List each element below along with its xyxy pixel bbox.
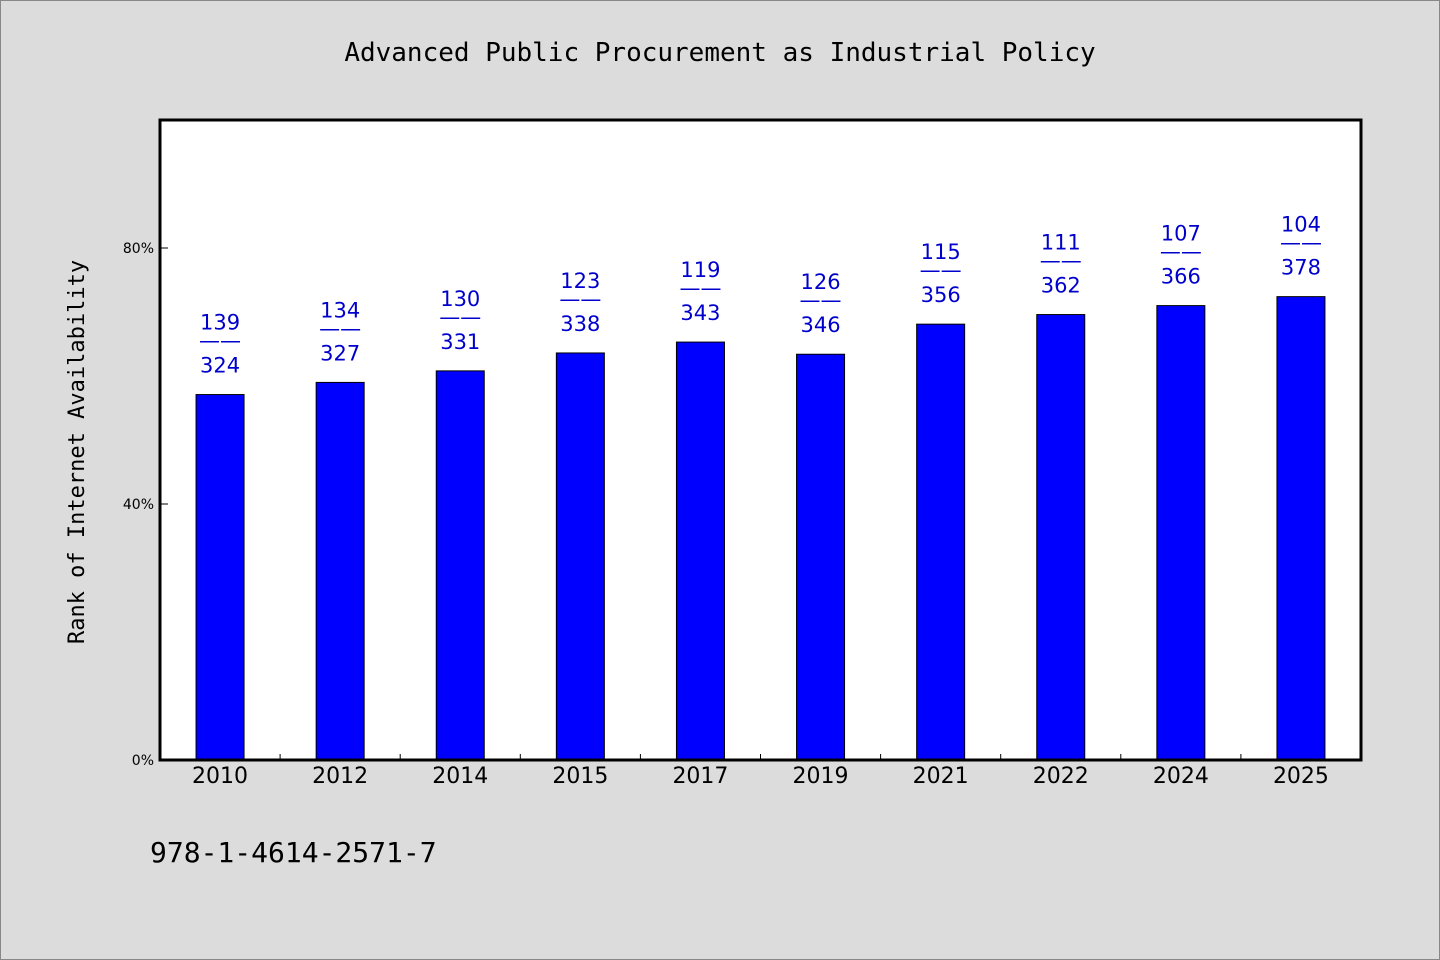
bar [1156, 305, 1206, 761]
data-label-top: 126 [801, 270, 841, 294]
x-tick-label: 2022 [1033, 764, 1089, 789]
data-label-bottom: 346 [801, 313, 841, 337]
x-tick-label: 2019 [793, 764, 849, 789]
data-label-top: 104 [1281, 213, 1321, 237]
bar [555, 352, 605, 761]
bar [315, 381, 365, 761]
x-tick-label: 2015 [552, 764, 608, 789]
bars-group [195, 296, 1326, 761]
y-axis-label: Rank of Internet Availability [65, 260, 90, 644]
data-label-top: 139 [200, 311, 240, 335]
data-label-separator: —— [800, 288, 842, 312]
data-labels-group: 139——324134——327130——331123——338119——343… [199, 213, 1322, 378]
data-label-top: 134 [320, 298, 360, 322]
data-label-bottom: 343 [680, 301, 720, 325]
x-tick-label: 2014 [432, 764, 488, 789]
bar [1276, 296, 1326, 761]
x-tick-label: 2021 [913, 764, 969, 789]
data-label-bottom: 327 [320, 341, 360, 365]
x-tick-label: 2025 [1273, 764, 1329, 789]
data-label-top: 111 [1041, 231, 1081, 255]
data-label-separator: —— [920, 258, 962, 282]
data-label-separator: —— [319, 316, 361, 340]
x-tick-label: 2017 [672, 764, 728, 789]
y-axis-ticks: 0% 40% 80% [123, 241, 168, 769]
data-label-top: 119 [680, 258, 720, 282]
bar [1036, 314, 1086, 761]
data-label-separator: —— [559, 287, 601, 311]
data-label-top: 115 [921, 240, 961, 264]
chart-title: Advanced Public Procurement as Industria… [344, 38, 1095, 68]
data-label-separator: —— [199, 329, 241, 353]
data-label-bottom: 362 [1041, 274, 1081, 298]
y-tick-label: 0% [132, 753, 154, 769]
y-tick-label: 80% [123, 241, 154, 257]
data-label-bottom: 338 [560, 312, 600, 336]
data-label-top: 130 [440, 287, 480, 311]
bar [916, 323, 966, 761]
data-label-bottom: 356 [921, 283, 961, 307]
data-label-separator: —— [439, 305, 481, 329]
data-label-separator: —— [1280, 231, 1322, 255]
data-label-bottom: 331 [440, 330, 480, 354]
data-label-top: 123 [560, 269, 600, 293]
data-label-bottom: 366 [1161, 265, 1201, 289]
data-label-separator: —— [679, 276, 721, 300]
data-label-separator: —— [1160, 240, 1202, 264]
footer-code: 978-1-4614-2571-7 [150, 836, 437, 869]
data-label-top: 107 [1161, 222, 1201, 246]
x-tick-label: 2024 [1153, 764, 1209, 789]
bar [796, 353, 846, 761]
plot-border [158, 118, 1363, 762]
bar [675, 341, 725, 761]
data-label-bottom: 324 [200, 354, 240, 378]
bar [435, 370, 485, 761]
data-label-bottom: 378 [1281, 256, 1321, 280]
x-axis-ticks: 2010 2012 2014 2015 2017 2019 2021 2022 2024 2025 [192, 754, 1329, 789]
data-label-separator: —— [1040, 249, 1082, 273]
x-tick-label: 2010 [192, 764, 248, 789]
bar [195, 394, 245, 761]
x-tick-label: 2012 [312, 764, 368, 789]
y-tick-label: 40% [123, 497, 154, 513]
